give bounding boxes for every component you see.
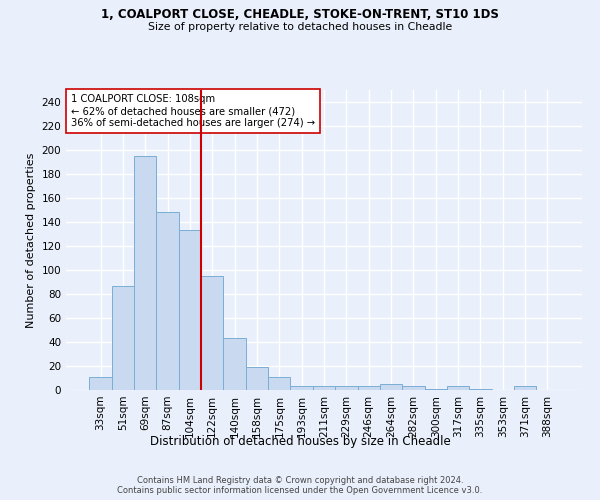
Text: Contains HM Land Registry data © Crown copyright and database right 2024.
Contai: Contains HM Land Registry data © Crown c…	[118, 476, 482, 495]
Bar	[201, 276, 223, 390]
Bar	[469, 389, 491, 390]
Bar	[134, 156, 157, 390]
Text: Size of property relative to detached houses in Cheadle: Size of property relative to detached ho…	[148, 22, 452, 32]
Bar	[447, 386, 469, 390]
Text: Distribution of detached houses by size in Cheadle: Distribution of detached houses by size …	[149, 435, 451, 448]
Bar	[246, 367, 268, 390]
Bar	[380, 384, 402, 390]
Text: 1, COALPORT CLOSE, CHEADLE, STOKE-ON-TRENT, ST10 1DS: 1, COALPORT CLOSE, CHEADLE, STOKE-ON-TRE…	[101, 8, 499, 20]
Bar	[402, 386, 425, 390]
Bar	[313, 386, 335, 390]
Bar	[290, 386, 313, 390]
Bar	[89, 377, 112, 390]
Bar	[223, 338, 246, 390]
Text: 1 COALPORT CLOSE: 108sqm
← 62% of detached houses are smaller (472)
36% of semi-: 1 COALPORT CLOSE: 108sqm ← 62% of detach…	[71, 94, 315, 128]
Bar	[358, 386, 380, 390]
Bar	[335, 386, 358, 390]
Bar	[514, 386, 536, 390]
Bar	[179, 230, 201, 390]
Bar	[268, 377, 290, 390]
Y-axis label: Number of detached properties: Number of detached properties	[26, 152, 36, 328]
Bar	[425, 389, 447, 390]
Bar	[112, 286, 134, 390]
Bar	[157, 212, 179, 390]
